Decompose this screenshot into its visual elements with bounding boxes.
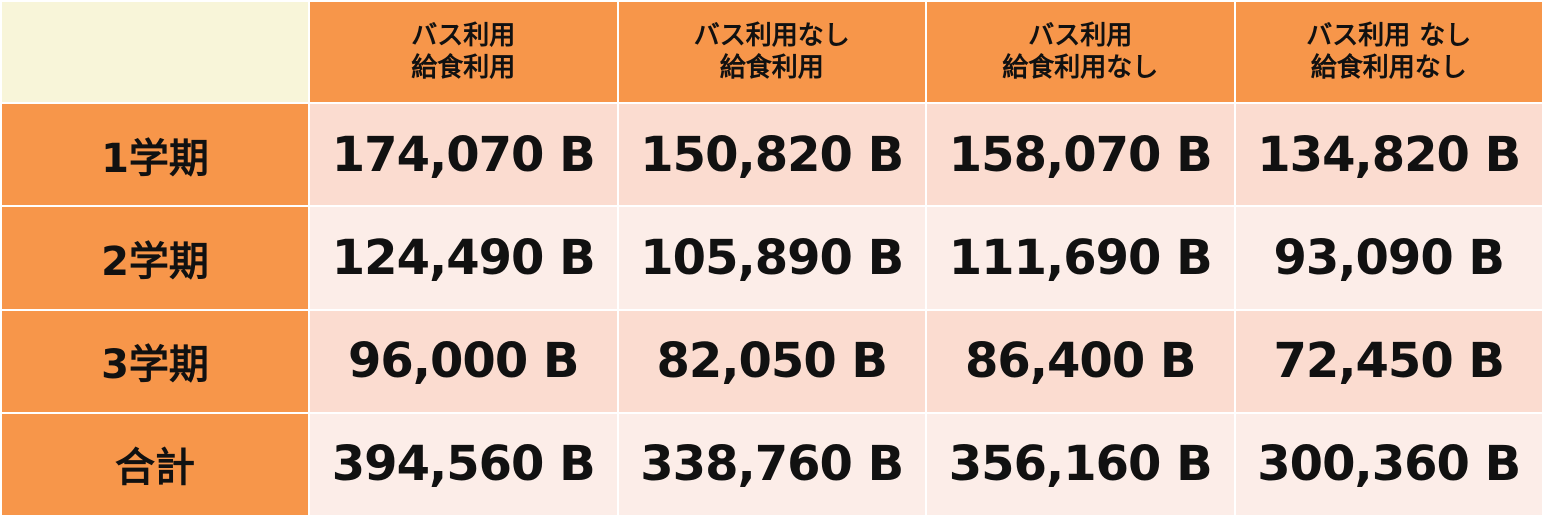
header-line1: バス利用 なし	[1306, 21, 1472, 51]
table-row: 合計 394,560 B 338,760 B 356,160 B 300,360 B	[0, 411, 1544, 517]
header-line1: バス利用なし	[693, 21, 850, 51]
header-line2: 給食利用	[411, 53, 516, 83]
table-cell: 394,560 B	[308, 411, 619, 517]
column-header: バス利用なし 給食利用	[616, 0, 927, 104]
table-cell: 86,400 B	[925, 308, 1236, 414]
table-cell: 150,820 B	[616, 101, 927, 208]
table-row: 2学期 124,490 B 105,890 B 111,690 B 93,090 B	[0, 205, 1544, 311]
header-line1: バス利用	[411, 21, 516, 51]
row-label: 2学期	[0, 205, 310, 311]
row-label: 3学期	[0, 308, 310, 414]
table-cell: 158,070 B	[925, 101, 1236, 208]
table-cell: 356,160 B	[925, 411, 1236, 517]
column-header: バス利用 なし 給食利用なし	[1233, 0, 1544, 104]
table-cell: 124,490 B	[308, 205, 619, 311]
table-row: 1学期 174,070 B 150,820 B 158,070 B 134,820 B	[0, 101, 1544, 208]
header-line2: 給食利用なし	[1310, 53, 1467, 83]
table-cell: 111,690 B	[925, 205, 1236, 311]
corner-cell	[0, 0, 310, 104]
column-header: バス利用 給食利用	[308, 0, 619, 104]
column-header: バス利用 給食利用なし	[925, 0, 1236, 104]
header-row: バス利用 給食利用 バス利用なし 給食利用 バス利用 給食利用なし バス利用 なし 給食…	[0, 0, 1544, 104]
table-cell: 72,450 B	[1233, 308, 1544, 414]
table-cell: 338,760 B	[616, 411, 927, 517]
table-cell: 96,000 B	[308, 308, 619, 414]
table-cell: 300,360 B	[1233, 411, 1544, 517]
table-cell: 105,890 B	[616, 205, 927, 311]
table-cell: 174,070 B	[308, 101, 619, 208]
header-line2: 給食利用	[719, 53, 824, 83]
table-cell: 93,090 B	[1233, 205, 1544, 311]
header-line1: バス利用	[1028, 21, 1133, 51]
table-cell: 134,820 B	[1233, 101, 1544, 208]
header-line2: 給食利用なし	[1002, 53, 1159, 83]
row-label: 1学期	[0, 101, 310, 208]
table-cell: 82,050 B	[616, 308, 927, 414]
row-label: 合計	[0, 411, 310, 517]
table-row: 3学期 96,000 B 82,050 B 86,400 B 72,450 B	[0, 308, 1544, 414]
